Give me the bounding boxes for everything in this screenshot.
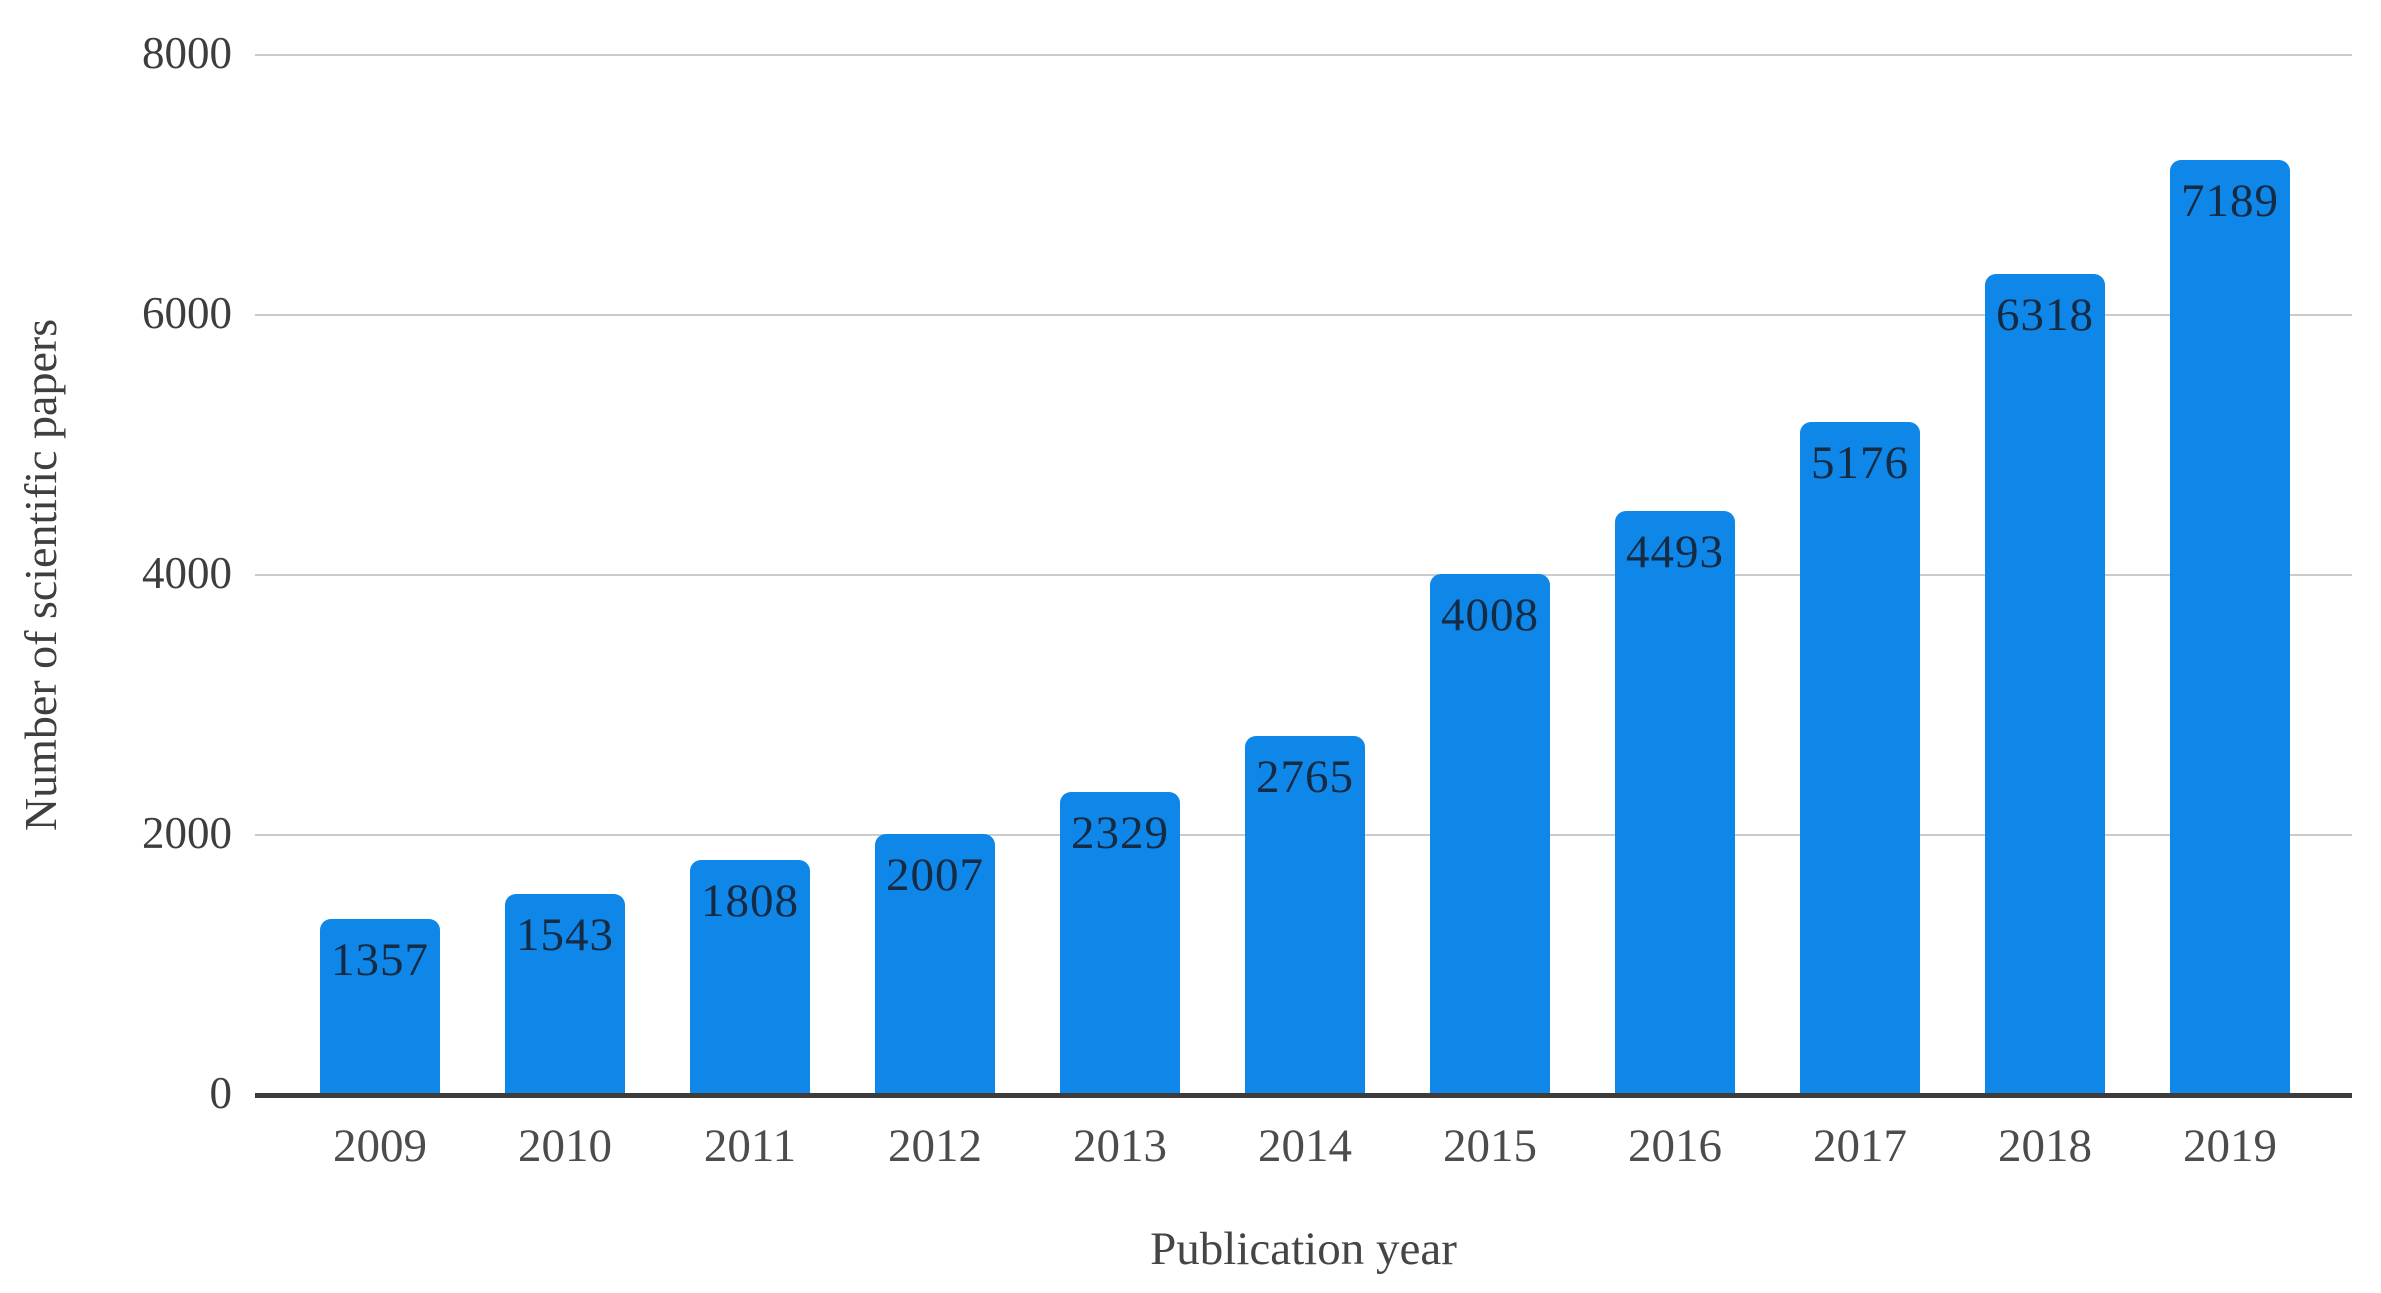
bar-value-label: 2765	[1256, 750, 1354, 803]
bar-2016: 4493	[1615, 510, 1735, 1095]
y-tick-label: 2000	[142, 808, 232, 858]
gridline-4000	[255, 574, 2352, 576]
bar-value-label: 4493	[1626, 525, 1724, 578]
x-tick-label: 2012	[888, 1120, 982, 1172]
bar-2019: 7189	[2170, 160, 2290, 1095]
x-tick-label: 2019	[2183, 1120, 2277, 1172]
x-tick-label: 2011	[703, 1120, 797, 1172]
x-tick-label: 2009	[333, 1120, 427, 1172]
bar-2017: 5176	[1800, 422, 1920, 1095]
bar-2011: 1808	[690, 859, 810, 1095]
gridline-8000	[255, 54, 2352, 56]
bar-value-label: 1808	[701, 874, 799, 927]
bar-value-label: 5176	[1811, 437, 1909, 490]
bar-value-label: 4008	[1441, 588, 1539, 641]
bar-2018: 6318	[1985, 273, 2105, 1095]
x-tick-label: 2016	[1628, 1120, 1722, 1172]
bar-value-label: 6318	[1996, 288, 2094, 341]
x-tick-label: 2014	[1258, 1120, 1352, 1172]
y-tick-label: 0	[209, 1068, 233, 1118]
bar-value-label: 1543	[516, 909, 614, 962]
x-tick-label: 2015	[1443, 1120, 1537, 1172]
y-tick-label: 4000	[142, 548, 232, 598]
bar-value-label: 2329	[1071, 807, 1169, 860]
bar-2014: 2765	[1245, 735, 1365, 1095]
x-axis-line	[255, 1093, 2352, 1098]
bar-2010: 1543	[505, 894, 625, 1095]
bar-2013: 2329	[1060, 792, 1180, 1095]
bar-value-label: 1357	[331, 933, 429, 986]
x-tick-label: 2010	[518, 1120, 612, 1172]
y-tick-label: 8000	[142, 28, 232, 78]
bar-2015: 4008	[1430, 573, 1550, 1095]
x-axis-title: Publication year	[1150, 1223, 1457, 1275]
x-tick-label: 2017	[1813, 1120, 1907, 1172]
bar-2012: 2007	[875, 834, 995, 1095]
x-tick-label: 2018	[1998, 1120, 2092, 1172]
gridline-6000	[255, 314, 2352, 316]
bar-2009: 1357	[320, 918, 440, 1095]
bar-value-label: 7189	[2181, 175, 2279, 228]
bar-value-label: 2007	[886, 849, 984, 902]
x-tick-label: 2013	[1073, 1120, 1167, 1172]
y-tick-label: 6000	[142, 288, 232, 338]
